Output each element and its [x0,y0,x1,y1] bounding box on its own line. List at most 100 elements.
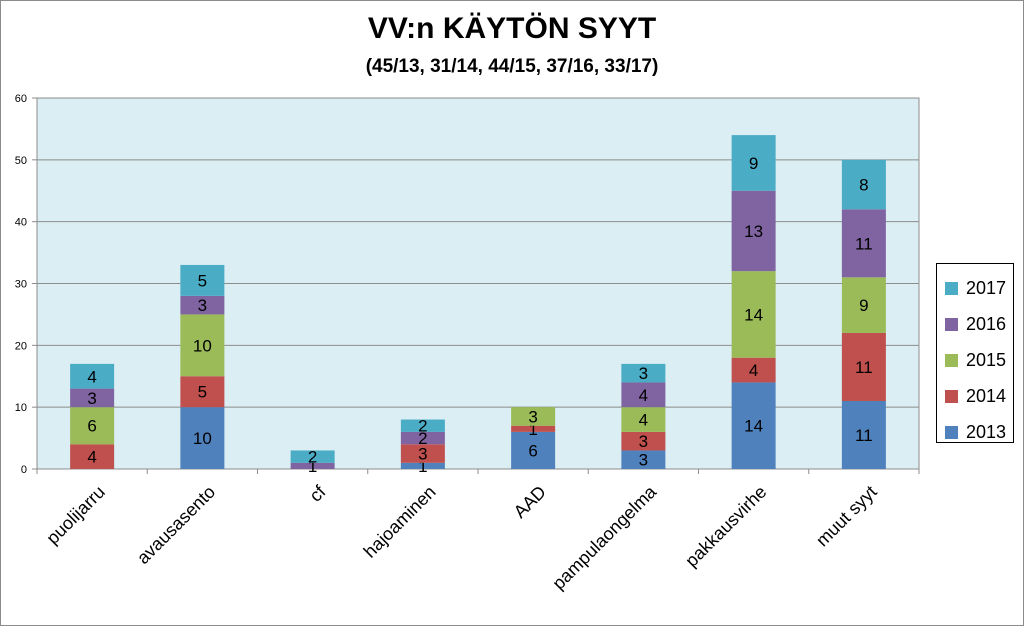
data-label: 10 [193,336,212,355]
y-tick-label: 0 [21,464,27,476]
bar-segment [180,314,225,377]
data-label: 13 [744,222,763,241]
y-tick-label: 50 [15,155,27,167]
y-tick-label: 30 [15,279,27,291]
bar-segment [400,462,445,469]
bar-segment [731,382,776,469]
bar-segment [290,450,335,463]
data-label: 6 [87,417,96,436]
data-label: 3 [639,364,648,383]
data-label: 9 [859,296,868,315]
data-label: 10 [193,429,212,448]
data-label: 1 [418,457,427,476]
legend-item: 2013 [937,414,1013,450]
bar-segment [70,407,115,445]
data-label: 8 [859,176,868,195]
bar-segment [180,264,225,296]
bar-segment [70,363,115,389]
legend-swatch [945,317,958,331]
data-label: 9 [749,154,758,173]
data-label: 11 [855,234,873,253]
data-label: 5 [198,383,207,402]
legend-label: 2017 [966,277,1007,298]
data-label: 1 [528,420,537,439]
legend-item: 2016 [937,306,1013,342]
bar-segment [400,419,445,432]
data-label: 14 [744,417,763,436]
legend-swatch [945,425,958,439]
data-label: 4 [639,411,648,430]
data-label: 3 [198,296,207,315]
bar-segment [400,431,445,445]
data-label: 2 [418,429,427,448]
bar-segment [731,190,776,272]
bar-segment [70,388,115,408]
data-label: 2 [418,417,427,436]
y-tick-label: 10 [15,402,27,414]
data-label: 4 [87,448,96,467]
x-tick-label: cf [305,481,330,506]
bar-segment [180,295,225,315]
x-tick-label: puolijarru [42,482,109,549]
data-label: 14 [744,305,763,324]
legend-item: 2014 [937,378,1013,414]
data-label: 3 [418,445,427,464]
legend-label: 2016 [966,313,1007,334]
x-tick-label: pakkausvirhe [681,482,770,571]
x-tick-label: AAD [510,482,550,522]
bar-segment [290,462,335,469]
bar-segment [621,450,666,469]
bar-segment [621,382,666,408]
bar-segment [841,159,886,210]
legend-item: 2017 [937,270,1013,306]
bar-segment [621,363,666,383]
bar-segment [621,407,666,432]
bar-segment [70,444,115,469]
data-label: 4 [639,386,648,405]
data-label: 1 [308,457,317,476]
legend-label: 2015 [966,349,1007,370]
x-tick-label: avausasento [133,482,219,568]
bar-segment [731,357,776,383]
data-label: 3 [528,407,537,426]
legend: 2017 2016 2015 2014 2013 [936,263,1014,443]
legend-item: 2015 [937,342,1013,378]
legend-label: 2014 [966,385,1007,406]
y-tick-label: 20 [15,340,27,352]
data-label: 3 [639,432,648,451]
legend-swatch [945,389,958,403]
data-label: 3 [639,451,648,470]
data-label: 6 [528,441,537,460]
legend-swatch [945,353,958,367]
data-label: 2 [308,448,317,467]
y-tick-label: 60 [15,93,27,105]
bar-segment [621,431,666,451]
bar-segment [180,376,225,408]
x-tick-label: hajoaminen [360,482,440,562]
bar-segment [841,277,886,333]
data-label: 4 [749,361,758,380]
legend-swatch [945,281,958,295]
data-label: 5 [198,271,207,290]
bar-segment [511,425,556,432]
bar-segment [180,407,225,469]
data-label: 11 [855,426,873,445]
bar-segment [841,209,886,278]
x-tick-label: muut syyt [812,482,881,551]
bar-segment [731,135,776,191]
legend-label: 2013 [966,421,1007,442]
bar-segment [841,332,886,401]
y-tick-label: 40 [15,217,27,229]
data-label: 3 [87,389,96,408]
chart-title: VV:n KÄYTÖN SYYT [367,12,657,45]
chart-subtitle: (45/13, 31/14, 44/15, 37/16, 33/17) [365,56,659,77]
bar-segment [400,444,445,463]
bar-segment [731,271,776,358]
data-label: 11 [855,358,873,377]
bar-segment [841,400,886,469]
data-label: 4 [87,367,96,386]
bar-segment [511,431,556,469]
x-tick-label: pampulaongelma [548,481,660,593]
bar-segment [511,407,556,426]
